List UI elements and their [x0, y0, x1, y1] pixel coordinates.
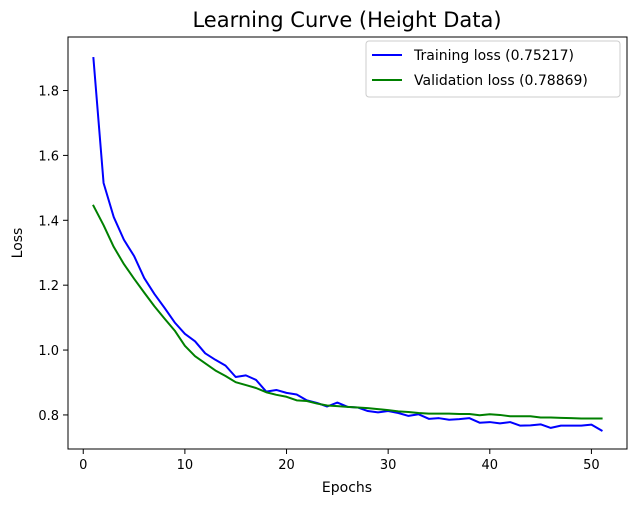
x-tick-label: 50	[583, 458, 600, 473]
legend: Training loss (0.75217) Validation loss …	[365, 40, 621, 98]
y-tick-label: 1.6	[38, 149, 59, 164]
x-axis-label: Epochs	[322, 480, 372, 496]
validation-loss-line	[92, 204, 603, 420]
legend-label-training: Training loss (0.75217)	[413, 48, 574, 64]
y-tick-label: 0.8	[38, 409, 59, 424]
chart-title: Learning Curve (Height Data)	[192, 8, 501, 32]
x-tick-label: 10	[177, 458, 194, 473]
x-tick-label: 20	[278, 458, 295, 473]
legend-label-validation: Validation loss (0.78869)	[414, 73, 588, 89]
y-tick-label: 1.2	[38, 279, 59, 294]
y-axis-label: Loss	[10, 228, 26, 259]
series-lines	[92, 57, 603, 432]
y-tick-label: 1.8	[38, 85, 59, 100]
legend-box	[365, 40, 621, 98]
plot-area-frame	[67, 36, 628, 450]
x-tick-label: 0	[79, 458, 87, 473]
x-tick-label: 40	[482, 458, 499, 473]
x-tick-label: 30	[380, 458, 397, 473]
y-axis-ticks: 0.8 1.0 1.2 1.4 1.6 1.8	[38, 85, 68, 424]
y-tick-label: 1.0	[38, 344, 59, 359]
x-axis-ticks: 0 10 20 30 40 50	[79, 449, 600, 473]
y-tick-label: 1.4	[38, 214, 59, 229]
